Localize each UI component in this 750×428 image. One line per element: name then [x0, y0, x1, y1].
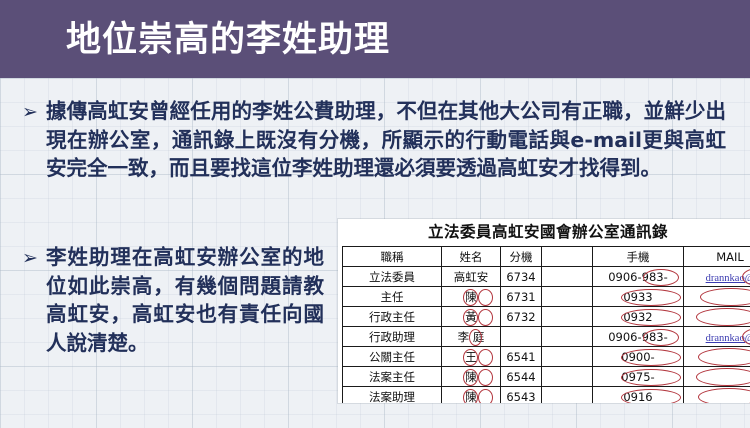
page-title: 地位崇高的李姓助理 — [66, 20, 391, 60]
table-row: 行政助理 李 庭 0906-983- drannkao@ — [342, 326, 750, 347]
cell-mail-text: drannkao@ — [705, 332, 750, 344]
redaction-oval — [698, 348, 750, 366]
bullet-text-1: 據傳高虹安曾經任用的李姓公費助理，不但在其他大公司有正職，並鮮少出現在辦公室，通… — [46, 99, 726, 180]
table-row: 主任 陳 6731 0933 @gn — [342, 286, 750, 307]
cell-blank — [541, 266, 593, 287]
cell-mobile: 0916 — [592, 386, 684, 404]
cell-name-text: 高虹安 — [453, 269, 489, 284]
cell-name-text: 李 庭 — [457, 329, 485, 344]
table-row: 法案助理 陳 6543 0916 @gm — [342, 386, 750, 404]
column-header-blank — [541, 246, 593, 267]
cell-title: 公關主任 — [342, 346, 442, 367]
cell-mail: @gn — [683, 286, 750, 307]
table-body: 立法委員 高虹安 6734 0906-983- drannkao@ 主任 陳 6… — [342, 266, 750, 404]
cell-blank — [541, 326, 593, 347]
cell-title: 主任 — [342, 286, 442, 307]
cell-mobile: 0906-983- — [592, 266, 684, 287]
contact-directory-image: 立法委員高虹安國會辦公室通訊錄 職稱 姓名 分機 手機 MAIL 立法委員 高虹… — [338, 219, 750, 403]
cell-mobile: 0900- — [592, 346, 684, 367]
cell-mobile: 0932 — [592, 306, 684, 327]
cell-blank — [541, 286, 593, 307]
cell-name: 李 庭 — [441, 326, 501, 347]
table-row: 法案主任 陳 6544 0975- gm — [342, 366, 750, 387]
cell-title: 行政主任 — [342, 306, 442, 327]
cell-mobile-text: 0916 — [623, 389, 653, 404]
cell-ext: 6543 — [500, 386, 542, 403]
redaction-oval — [478, 349, 493, 366]
cell-name: 王 — [441, 346, 501, 367]
cell-mobile-text: 0975- — [621, 369, 655, 384]
redaction-oval — [698, 388, 750, 403]
table-row: 行政主任 黃 6732 0932 ahoo — [342, 306, 750, 327]
cell-mail-text: drannkao@ — [705, 272, 750, 284]
bullet-item-2: ➢ 李姓助理在高虹安辦公室的地位如此崇高，有幾個問題請教高虹安，高虹安也有責任向… — [22, 243, 332, 357]
redaction-oval — [478, 309, 493, 326]
bullet-arrow-icon: ➢ — [22, 247, 38, 269]
cell-name: 高虹安 — [441, 266, 501, 287]
redaction-oval — [478, 369, 493, 386]
redaction-oval — [478, 389, 493, 403]
cell-name: 陳 — [441, 286, 501, 307]
redaction-oval — [696, 368, 750, 386]
table-header-row: 職稱 姓名 分機 手機 MAIL — [342, 246, 750, 267]
cell-title: 行政助理 — [342, 326, 442, 347]
column-header-title: 職稱 — [342, 246, 442, 267]
cell-mail: @gm — [683, 386, 750, 403]
cell-mobile: 0933 — [592, 286, 684, 307]
cell-title: 法案助理 — [342, 386, 442, 403]
cell-blank — [541, 346, 593, 367]
bullet-arrow-icon: ➢ — [22, 101, 38, 123]
cell-mail: drannkao@ — [683, 326, 750, 347]
cell-ext: 6732 — [500, 306, 542, 327]
cell-mobile: 0975- — [592, 366, 684, 387]
cell-name-text: 黃 — [465, 309, 477, 324]
column-header-mail: MAIL — [683, 246, 750, 267]
contact-table: 職稱 姓名 分機 手機 MAIL 立法委員 高虹安 6734 0906-983-… — [342, 246, 750, 403]
cell-name: 黃 — [441, 306, 501, 327]
cell-mail: gm — [683, 366, 750, 387]
cell-mobile-text: 0932 — [623, 309, 653, 324]
redaction-oval — [700, 288, 750, 306]
cell-mobile-text: 0900- — [621, 349, 655, 364]
cell-mobile-text: 0933 — [623, 289, 653, 304]
column-header-mobile: 手機 — [592, 246, 684, 267]
redaction-oval — [696, 308, 750, 326]
cell-mail: drannkao@ — [683, 266, 750, 287]
column-header-name: 姓名 — [441, 246, 501, 267]
cell-mobile-text: 0906-983- — [608, 329, 668, 344]
cell-name-text: 王 — [465, 349, 477, 364]
column-header-ext: 分機 — [500, 246, 542, 267]
cell-ext: 6541 — [500, 346, 542, 367]
cell-mail: ahoo — [683, 306, 750, 327]
cell-ext: 6544 — [500, 366, 542, 387]
cell-name-text: 陳 — [465, 389, 477, 404]
cell-name: 陳 — [441, 386, 501, 404]
bullet-item-1: ➢ 據傳高虹安曾經任用的李姓公費助理，不但在其他大公司有正職，並鮮少出現在辦公室… — [22, 97, 734, 183]
cell-blank — [541, 306, 593, 327]
table-caption: 立法委員高虹安國會辦公室通訊錄 — [427, 223, 668, 241]
cell-blank — [541, 366, 593, 387]
table-row: 立法委員 高虹安 6734 0906-983- drannkao@ — [342, 266, 750, 287]
cell-mail: @gm — [683, 346, 750, 367]
cell-mobile-text: 0906-983- — [608, 269, 668, 284]
cell-ext — [500, 326, 542, 347]
cell-name-text: 陳 — [465, 289, 477, 304]
cell-blank — [541, 386, 593, 403]
redaction-oval — [478, 289, 493, 306]
bullet-text-2: 李姓助理在高虹安辦公室的地位如此崇高，有幾個問題請教高虹安，高虹安也有責任向國人… — [46, 245, 324, 355]
cell-mobile: 0906-983- — [592, 326, 684, 347]
cell-title: 法案主任 — [342, 366, 442, 387]
cell-ext: 6734 — [500, 266, 542, 287]
title-banner — [0, 0, 750, 78]
cell-name-text: 陳 — [465, 369, 477, 384]
cell-title: 立法委員 — [342, 266, 442, 287]
cell-ext: 6731 — [500, 286, 542, 307]
cell-name: 陳 — [441, 366, 501, 387]
table-row: 公關主任 王 6541 0900- @gm — [342, 346, 750, 367]
